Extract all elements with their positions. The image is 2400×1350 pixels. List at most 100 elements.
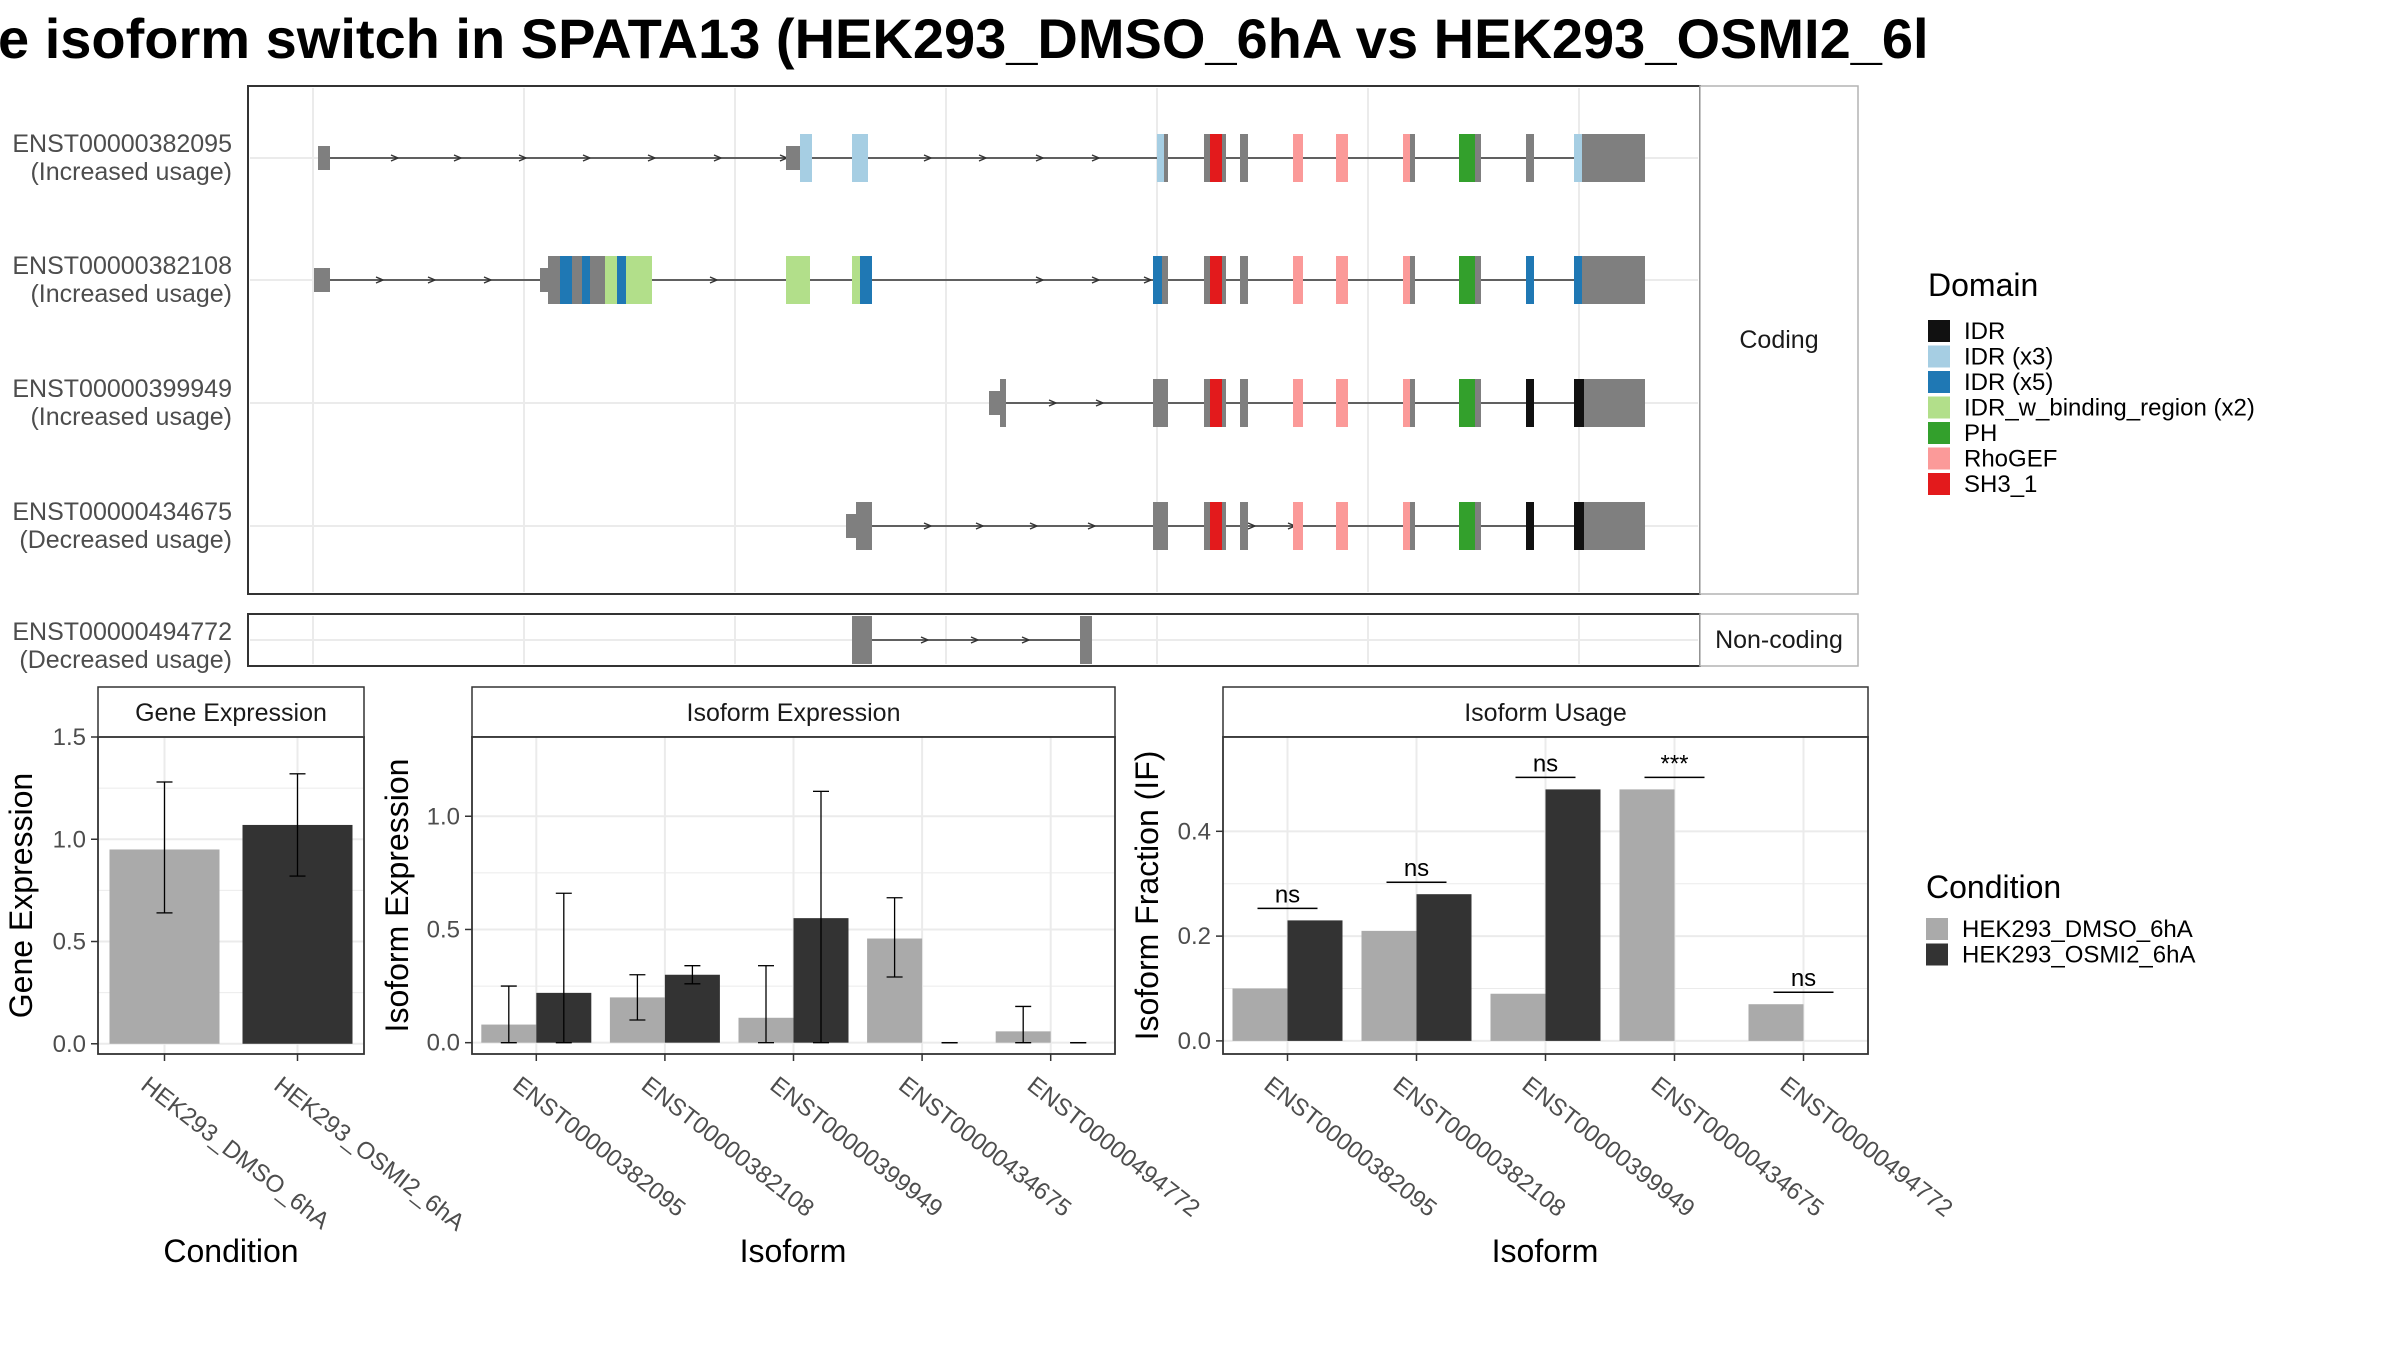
- exon-block: [1410, 256, 1415, 304]
- domain-block: [1336, 502, 1348, 550]
- strand-arrow: [582, 154, 592, 162]
- strand-arrow: [970, 636, 980, 644]
- strand-arrow: [1035, 276, 1045, 284]
- noncoding-strip-label: Non-coding: [1715, 626, 1843, 654]
- figure-title: e isoform switch in SPATA13 (HEK293_DMSO…: [0, 7, 1929, 70]
- domain-block: [1210, 256, 1222, 304]
- domain-block: [560, 256, 572, 304]
- plot-panel-border: [97, 736, 365, 1055]
- x-axis-title: Isoform: [1492, 1233, 1599, 1269]
- exon-block: [1410, 502, 1415, 550]
- transcript-track-ENST00000434675: [846, 502, 1645, 550]
- strand-arrow: [923, 522, 933, 530]
- panel-title: Isoform Usage: [1464, 699, 1627, 727]
- exon-block: [1587, 256, 1645, 304]
- y-tick-label: 0.0: [1178, 1028, 1211, 1055]
- expression-charts: Gene Expression0.00.51.01.5HEK293_DMSO_6…: [3, 686, 1958, 1269]
- exon-block: [852, 616, 872, 664]
- exon-block: [1204, 134, 1210, 182]
- bar: [1490, 993, 1546, 1041]
- exon-block: [1475, 134, 1481, 182]
- domain-block: [1574, 379, 1584, 427]
- significance-label: ns: [1275, 881, 1300, 908]
- exon-block: [1475, 256, 1481, 304]
- domain-legend-title: Domain: [1928, 267, 2038, 303]
- domain-block: [1336, 256, 1348, 304]
- bar: [1361, 930, 1417, 1041]
- transcript-status: (Decreased usage): [19, 526, 232, 554]
- exon-block: [846, 514, 856, 538]
- domain-block: [1574, 134, 1582, 182]
- exon-block: [1582, 256, 1587, 304]
- y-tick-label: 0.4: [1178, 818, 1211, 845]
- exon-block: [856, 502, 872, 550]
- bar: [1619, 789, 1675, 1041]
- exon-block: [1222, 256, 1226, 304]
- bar: [1287, 920, 1343, 1041]
- domain-block: [1526, 256, 1534, 304]
- exon-block: [1240, 502, 1248, 550]
- domain-block: [1153, 256, 1162, 304]
- strand-arrow: [923, 154, 933, 162]
- strand-arrow: [1035, 154, 1045, 162]
- exon-block: [1153, 502, 1168, 550]
- exon-block: [786, 146, 800, 170]
- exon-block: [1222, 502, 1226, 550]
- exon-block: [540, 268, 548, 292]
- transcript-track-ENST00000399949: [989, 379, 1645, 427]
- domain-block: [1403, 502, 1410, 550]
- domain-block: [1459, 379, 1475, 427]
- domain-legend-label: IDR_w_binding_region (x2): [1964, 395, 2255, 422]
- strand-arrow: [483, 276, 493, 284]
- exon-block: [314, 268, 330, 292]
- domain-legend-label: IDR (x3): [1964, 344, 2053, 371]
- domain-block: [1293, 256, 1303, 304]
- exon-block: [1582, 134, 1587, 182]
- y-axis-title: Isoform Expression: [379, 759, 415, 1033]
- domain-legend-key: [1928, 345, 1950, 368]
- domain-block: [1526, 502, 1534, 550]
- condition-legend: Condition HEK293_DMSO_6hAHEK293_OSMI2_6h…: [1926, 869, 2195, 969]
- y-tick-label: 0.5: [427, 916, 460, 943]
- x-axis-title: Isoform: [740, 1233, 847, 1269]
- exon-block: [1584, 379, 1587, 427]
- transcript-label: ENST00000382108: [12, 252, 232, 280]
- domain-legend-key: [1928, 447, 1950, 470]
- bar: [1232, 988, 1288, 1041]
- domain-block: [1459, 134, 1475, 182]
- domain-legend-key: [1928, 473, 1950, 495]
- bar: [1416, 894, 1472, 1041]
- transcript-label: ENST00000382095: [12, 130, 232, 158]
- isoform-structure-plot: Coding Non-coding ENST00000382095(Increa…: [12, 85, 1859, 674]
- exon-block: [1204, 502, 1210, 550]
- domain-legend-label: IDR (x5): [1964, 369, 2053, 396]
- exon-block: [1162, 256, 1168, 304]
- strand-arrow: [713, 154, 723, 162]
- panel-title: Isoform Expression: [687, 699, 901, 727]
- exon-block: [1410, 134, 1415, 182]
- transcript-track-ENST00000494772: [852, 616, 1092, 664]
- domain-legend-key: [1928, 422, 1950, 444]
- coding-panel: [247, 85, 1701, 595]
- exon-block: [1587, 379, 1645, 427]
- condition-legend-label: HEK293_OSMI2_6hA: [1962, 942, 2195, 969]
- domain-block: [1293, 134, 1303, 182]
- strand-arrow: [427, 276, 437, 284]
- coding-strip-label: Coding: [1739, 326, 1818, 354]
- exon-block: [1587, 502, 1645, 550]
- domain-block: [1403, 134, 1410, 182]
- domain-legend-key: [1928, 371, 1950, 393]
- strand-arrow: [1143, 276, 1153, 284]
- exon-block: [1240, 379, 1248, 427]
- condition-legend-key: [1926, 943, 1948, 966]
- condition-legend-key: [1926, 918, 1948, 940]
- transcript-label: ENST00000399949: [12, 375, 232, 403]
- strand-arrow: [1048, 399, 1058, 407]
- strand-arrow: [709, 276, 719, 284]
- significance-label: ***: [1660, 750, 1688, 777]
- condition-legend-label: HEK293_DMSO_6hA: [1962, 916, 2193, 943]
- domain-block: [1293, 502, 1303, 550]
- y-tick-label: 1.0: [53, 826, 86, 853]
